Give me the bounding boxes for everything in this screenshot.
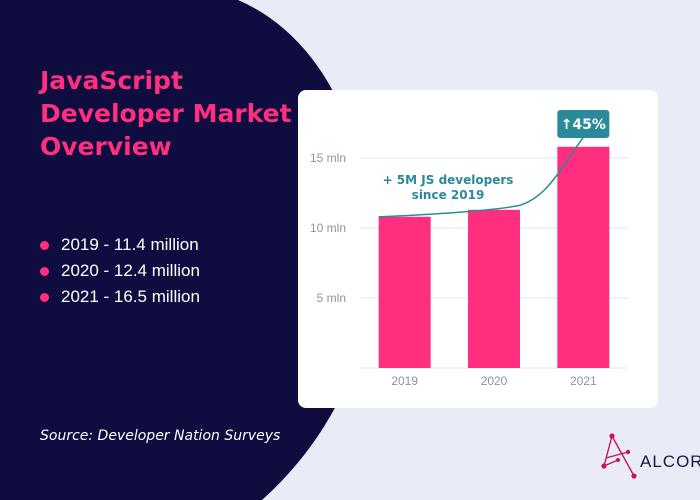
y-tick-label: 5 mln (317, 291, 346, 305)
page-title: JavaScript Developer Market Overview (40, 64, 300, 163)
trend-line (378, 112, 604, 218)
x-tick-label: 2021 (570, 374, 597, 388)
title-line: Overview (40, 132, 172, 161)
stats-item: 2019 - 11.4 million (40, 232, 200, 258)
title-line: Developer Market (40, 99, 292, 128)
chart-labels: 5 mln 10 mln 15 mln 2019 2020 2021 + 5M JS dev… (310, 110, 610, 388)
source-note: Source: Developer Nation Surveys (40, 428, 281, 444)
annotation-text: + 5M JS developers (383, 173, 514, 187)
bullet-dot-icon (40, 240, 49, 250)
stats-item: 2021 - 16.5 million (40, 284, 200, 310)
chart-bar (378, 216, 431, 368)
title-line: JavaScript (40, 66, 183, 95)
chart-card: 5 mln 10 mln 15 mln 2019 2020 2021 + 5M JS dev… (298, 90, 658, 408)
bullet-dot-icon (40, 292, 49, 302)
stats-list: 2019 - 11.4 million 2020 - 12.4 million … (40, 232, 200, 310)
x-tick-label: 2019 (391, 374, 418, 388)
bullet-dot-icon (40, 266, 49, 276)
stats-item-text: 2021 - 16.5 million (61, 287, 200, 306)
growth-badge (557, 110, 610, 138)
bars (378, 146, 610, 368)
y-tick-label: 10 mln (310, 221, 346, 235)
alcor-logo-icon (601, 433, 637, 479)
y-tick-label: 15 mln (310, 151, 346, 165)
stats-item-text: 2019 - 11.4 million (61, 235, 199, 254)
chart-bar (557, 146, 610, 368)
bar-chart: 5 mln 10 mln 15 mln 2019 2020 2021 + 5M JS dev… (310, 110, 628, 388)
annotation-text: since 2019 (412, 188, 485, 202)
stats-item: 2020 - 12.4 million (40, 258, 200, 284)
chart-bar (468, 209, 520, 368)
stats-item-text: 2020 - 12.4 million (61, 261, 200, 280)
growth-badge-text: ↑45% (561, 117, 606, 133)
x-tick-label: 2020 (481, 374, 508, 388)
navy-curve-panel (0, 0, 372, 500)
logo-text: ALCOR (640, 452, 700, 471)
trend-curve (378, 112, 604, 218)
